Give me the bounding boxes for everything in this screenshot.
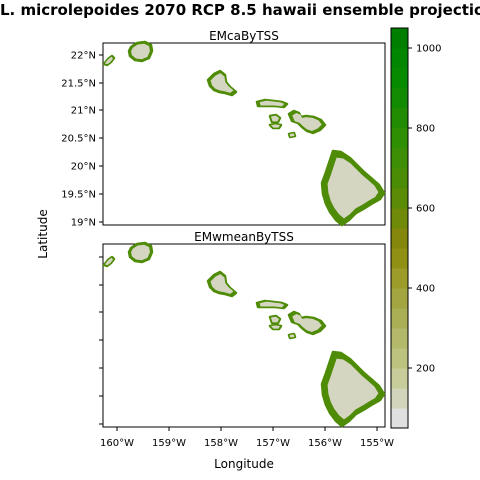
lanai-island [268,314,282,325]
colorbar-cell [391,208,408,229]
colorbar-cell [391,228,408,249]
map-panel-bottom: EMwmeanByTSS [102,230,386,428]
niihau-island [102,54,116,67]
interior-low-suitability [131,43,150,60]
colorbar-cell [391,368,408,389]
colorbar-cell [391,408,408,429]
colorbar-cell [391,148,408,169]
colorbar-cell [391,288,408,309]
islands-bottom [102,241,386,428]
colorbar-cell [391,68,408,89]
figure-title: L. microlepoides 2070 RCP 8.5 hawaii ens… [0,1,480,19]
molokai-island [255,299,289,310]
x-tick-label: 157°W [256,438,290,449]
interior-low-suitability [270,124,281,128]
oahu-island [206,270,238,298]
y-tick-label: 20°N [71,162,96,173]
interior-low-suitability [270,325,281,329]
x-tick-label: 160°W [100,438,134,449]
y-axis-bottom [99,256,103,425]
x-tick-label: 158°W [204,438,238,449]
colorbar-cell [391,128,408,149]
molokini-islet [287,332,297,340]
oahu-island [206,69,238,97]
y-axis-top: 22°N 21.5°N 21°N 20.5°N 20°N 19.5°N 19°N [61,51,103,229]
colorbar-cell [391,328,408,349]
kauai-island [127,40,154,63]
x-tick-label: 156°W [308,438,342,449]
interior-low-suitability [104,56,114,65]
kahoolawe-island [268,323,283,331]
y-tick-label: 22°N [71,51,96,62]
maui-island [287,310,327,336]
panel-title-top: EMcaByTSS [209,29,279,43]
y-tick-label: 20.5°N [61,134,96,145]
colorbar-ticks: 1000 800 600 400 200 [408,44,441,375]
colorbar-frame [390,27,409,429]
maui-island [287,109,327,135]
interior-low-suitability [210,73,234,93]
map-panel-top: EMcaByTSS [102,29,386,227]
colorbar-cell [391,308,408,329]
islands-top [102,40,386,227]
colorbar-cell [391,28,408,49]
colorbar-cell [391,388,408,409]
colorbar: 1000 800 600 400 200 [390,27,441,429]
interior-low-suitability [292,313,322,333]
molokini-islet [287,131,297,139]
interior-low-suitability [327,358,379,420]
colorbar-scale [391,28,408,429]
kauai-island [127,241,154,264]
colorbar-tick-label: 200 [416,364,435,375]
colorbar-tick-label: 400 [416,284,435,295]
interior-low-suitability [327,157,379,219]
x-axis-label: Longitude [214,457,274,471]
colorbar-tick-label: 600 [416,204,435,215]
y-tick-label: 21.5°N [61,79,96,90]
panel-title-bottom: EMwmeanByTSS [194,230,294,244]
hawaii-island [320,149,386,227]
x-tick-label: 155°W [360,438,394,449]
interior-low-suitability [270,115,280,122]
y-tick-label: 19.5°N [61,190,96,201]
y-tick-label: 21°N [71,106,96,117]
hawaii-island [320,350,386,428]
colorbar-cell [391,348,408,369]
colorbar-cell [391,108,408,129]
colorbar-cell [391,188,408,209]
interior-low-suitability [259,301,285,308]
interior-low-suitability [289,133,295,137]
interior-low-suitability [259,100,285,107]
lanai-island [268,113,282,124]
molokai-island [255,98,289,109]
colorbar-cell [391,268,408,289]
niihau-island [102,255,116,268]
colorbar-tick-label: 800 [416,124,435,135]
interior-low-suitability [270,316,280,323]
colorbar-cell [391,88,408,109]
colorbar-cell [391,168,408,189]
x-tick-label: 159°W [152,438,186,449]
kahoolawe-island [268,122,283,130]
interior-low-suitability [131,244,150,261]
interior-low-suitability [289,334,295,338]
colorbar-cell [391,248,408,269]
interior-low-suitability [210,274,234,294]
x-axis: 160°W 159°W 158°W 157°W 156°W 155°W [100,427,394,449]
interior-low-suitability [104,257,114,266]
colorbar-cell [391,48,408,69]
y-axis-label: Latitude [36,209,50,258]
colorbar-tick-label: 1000 [416,44,441,55]
y-tick-label: 19°N [71,218,96,229]
interior-low-suitability [292,112,322,132]
